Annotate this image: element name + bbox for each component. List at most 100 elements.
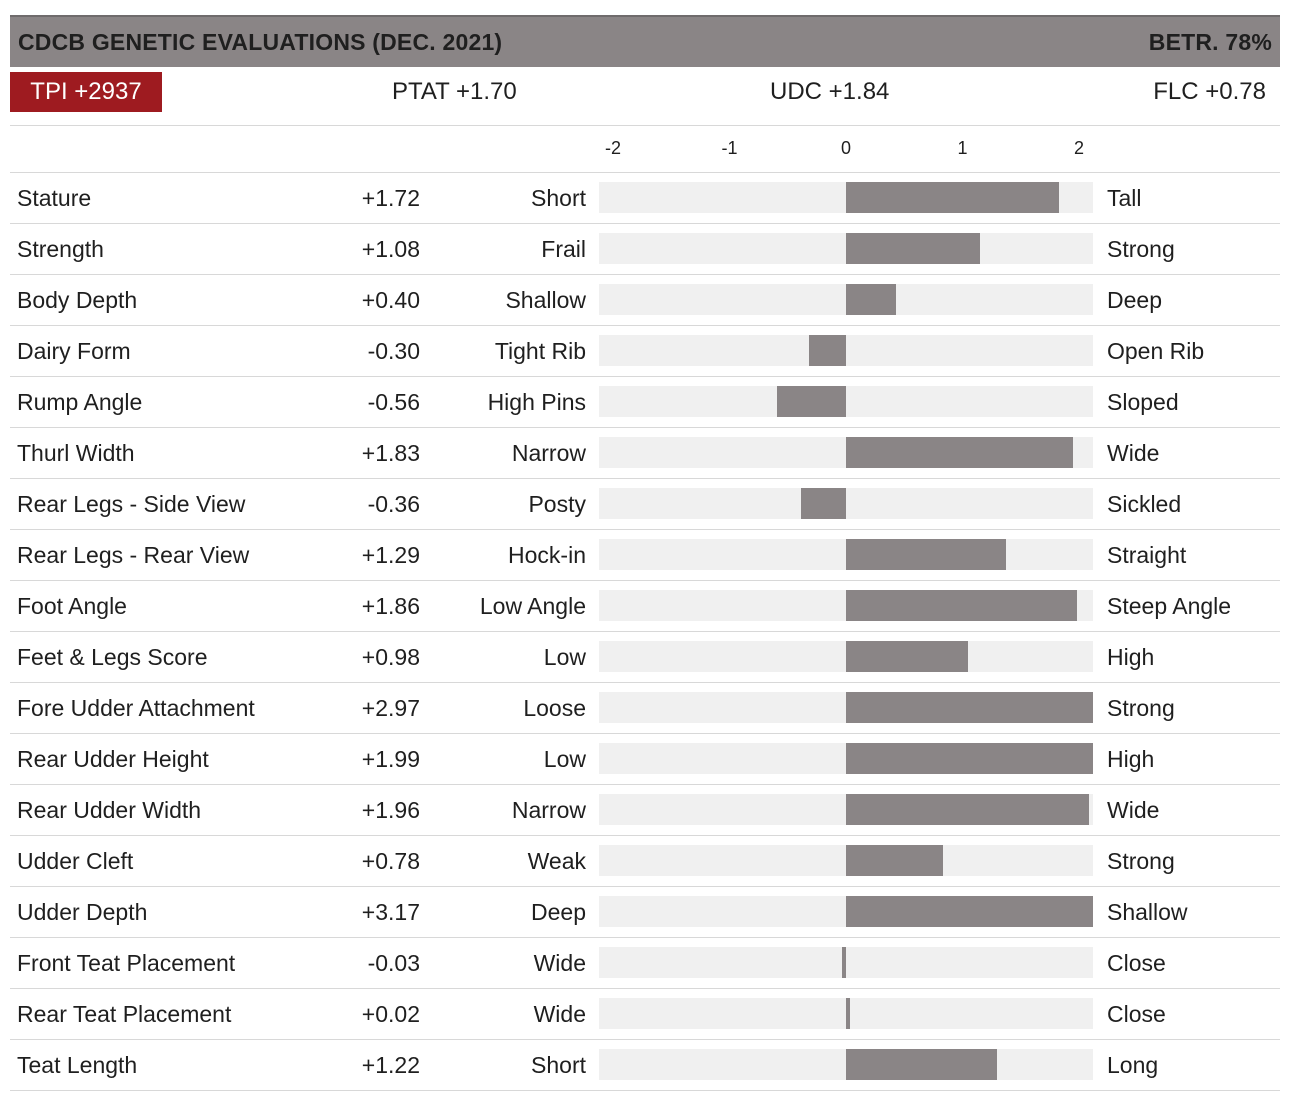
trait-row: Body Depth +0.40 Shallow Deep: [10, 275, 1280, 326]
trait-low-label: Wide: [533, 1001, 586, 1027]
axis-tick-label: 0: [840, 138, 852, 158]
trait-value: +1.29: [361, 542, 420, 568]
trait-low-label: Loose: [523, 695, 586, 721]
bar-track: [599, 284, 1093, 315]
axis-row: -2 -1 0 1 2: [10, 126, 1280, 173]
axis-tick-label: -1: [721, 138, 738, 158]
trait-row: Stature +1.72 Short Tall: [10, 173, 1280, 224]
bar-track: [599, 539, 1093, 570]
trait-row: Thurl Width +1.83 Narrow Wide: [10, 428, 1280, 479]
trait-high-label: Close: [1107, 950, 1166, 976]
trait-bar: [846, 182, 1060, 213]
trait-bar: [842, 947, 846, 978]
trait-row: Teat Length +1.22 Short Long: [10, 1040, 1280, 1091]
trait-value: +0.40: [361, 287, 420, 313]
trait-value: +3.17: [361, 899, 420, 925]
trait-low-label: Shallow: [505, 287, 586, 313]
trait-name: Feet & Legs Score: [17, 644, 208, 670]
trait-high-label: Close: [1107, 1001, 1166, 1027]
trait-high-label: Strong: [1107, 848, 1175, 874]
trait-bar: [846, 641, 968, 672]
bar-track: [599, 1049, 1093, 1080]
trait-row: Front Teat Placement -0.03 Wide Close: [10, 938, 1280, 989]
trait-value: +1.72: [361, 185, 420, 211]
trait-row: Rear Teat Placement +0.02 Wide Close: [10, 989, 1280, 1040]
trait-low-label: Deep: [531, 899, 586, 925]
trait-low-label: High Pins: [487, 389, 586, 415]
trait-high-label: Straight: [1107, 542, 1187, 568]
trait-name: Rear Legs - Rear View: [17, 542, 250, 568]
trait-name: Foot Angle: [17, 593, 127, 619]
trait-high-label: Strong: [1107, 695, 1175, 721]
trait-bar: [776, 386, 846, 417]
trait-value: +0.98: [361, 644, 420, 670]
trait-row: Fore Udder Attachment +2.97 Loose Strong: [10, 683, 1280, 734]
trait-value: +0.78: [361, 848, 420, 874]
trait-high-label: Wide: [1107, 440, 1160, 466]
trait-bar: [846, 590, 1077, 621]
trait-low-label: Low: [543, 644, 586, 670]
trait-low-label: Hock-in: [508, 542, 586, 568]
axis-tick-label: -2: [604, 138, 622, 158]
trait-high-label: Shallow: [1107, 899, 1188, 925]
trait-high-label: Wide: [1107, 797, 1160, 823]
trait-row: Rear Udder Width +1.96 Narrow Wide: [10, 785, 1280, 836]
trait-high-label: Sloped: [1107, 389, 1179, 415]
trait-low-label: Short: [531, 1052, 586, 1078]
trait-high-label: Strong: [1107, 236, 1175, 262]
trait-value: +1.08: [361, 236, 420, 262]
trait-name: Rump Angle: [17, 389, 143, 415]
trait-low-label: Weak: [527, 848, 586, 874]
trait-row: Rear Legs - Rear View +1.29 Hock-in Straigh…: [10, 530, 1280, 581]
trait-rows: Stature +1.72 Short Tall Strength +1.08 Frail S…: [10, 173, 1280, 1091]
trait-bar: [846, 998, 850, 1029]
trait-row: Foot Angle +1.86 Low Angle Steep Angle: [10, 581, 1280, 632]
trait-low-label: Low: [543, 746, 586, 772]
bar-track: [599, 743, 1093, 774]
trait-value: -0.36: [367, 491, 420, 517]
trait-name: Fore Udder Attachment: [17, 695, 255, 721]
bar-track: [599, 488, 1093, 519]
trait-value: -0.56: [367, 389, 420, 415]
bar-track: [599, 947, 1093, 978]
trait-low-label: Frail: [541, 236, 586, 262]
trait-row: Rear Udder Height +1.99 Low High: [10, 734, 1280, 785]
trait-bar: [801, 488, 846, 519]
trait-bar: [846, 284, 896, 315]
trait-high-label: Tall: [1107, 185, 1142, 211]
trait-bar: [846, 845, 943, 876]
trait-name: Rear Udder Width: [17, 797, 202, 823]
trait-value: +1.99: [361, 746, 420, 772]
genetic-evaluations-panel: CDCB GENETIC EVALUATIONS (DEC. 2021) BET…: [10, 15, 1280, 1091]
trait-name: Udder Cleft: [17, 848, 134, 874]
axis-tick-label: 2: [1073, 138, 1085, 158]
trait-bar: [808, 335, 846, 366]
trait-low-label: Narrow: [511, 797, 586, 823]
trait-value: +0.02: [361, 1001, 420, 1027]
panel-header: CDCB GENETIC EVALUATIONS (DEC. 2021) BET…: [10, 15, 1280, 67]
trait-low-label: Tight Rib: [494, 338, 586, 364]
trait-name: Front Teat Placement: [17, 950, 236, 976]
trait-name: Body Depth: [17, 287, 138, 313]
trait-row: Dairy Form -0.30 Tight Rib Open Rib: [10, 326, 1280, 377]
bar-track: [599, 794, 1093, 825]
trait-value: -0.30: [367, 338, 420, 364]
bar-track: [599, 845, 1093, 876]
trait-value: +1.22: [361, 1052, 420, 1078]
trait-bar: [846, 1049, 998, 1080]
trait-name: Thurl Width: [17, 440, 135, 466]
trait-name: Rear Legs - Side View: [17, 491, 246, 517]
bar-track: [599, 233, 1093, 264]
trait-row: Rear Legs - Side View -0.36 Posty Sickled: [10, 479, 1280, 530]
trait-row: Udder Cleft +0.78 Weak Strong: [10, 836, 1280, 887]
axis-tick-label: 1: [957, 138, 968, 158]
trait-row: Strength +1.08 Frail Strong: [10, 224, 1280, 275]
trait-name: Teat Length: [17, 1052, 138, 1078]
trait-low-label: Narrow: [511, 440, 586, 466]
reliability-label: BETR. 78%: [1148, 28, 1272, 55]
bar-track: [599, 896, 1093, 927]
trait-value: +2.97: [361, 695, 420, 721]
bar-track: [599, 335, 1093, 366]
trait-row: Feet & Legs Score +0.98 Low High: [10, 632, 1280, 683]
trait-high-label: High: [1107, 644, 1155, 670]
